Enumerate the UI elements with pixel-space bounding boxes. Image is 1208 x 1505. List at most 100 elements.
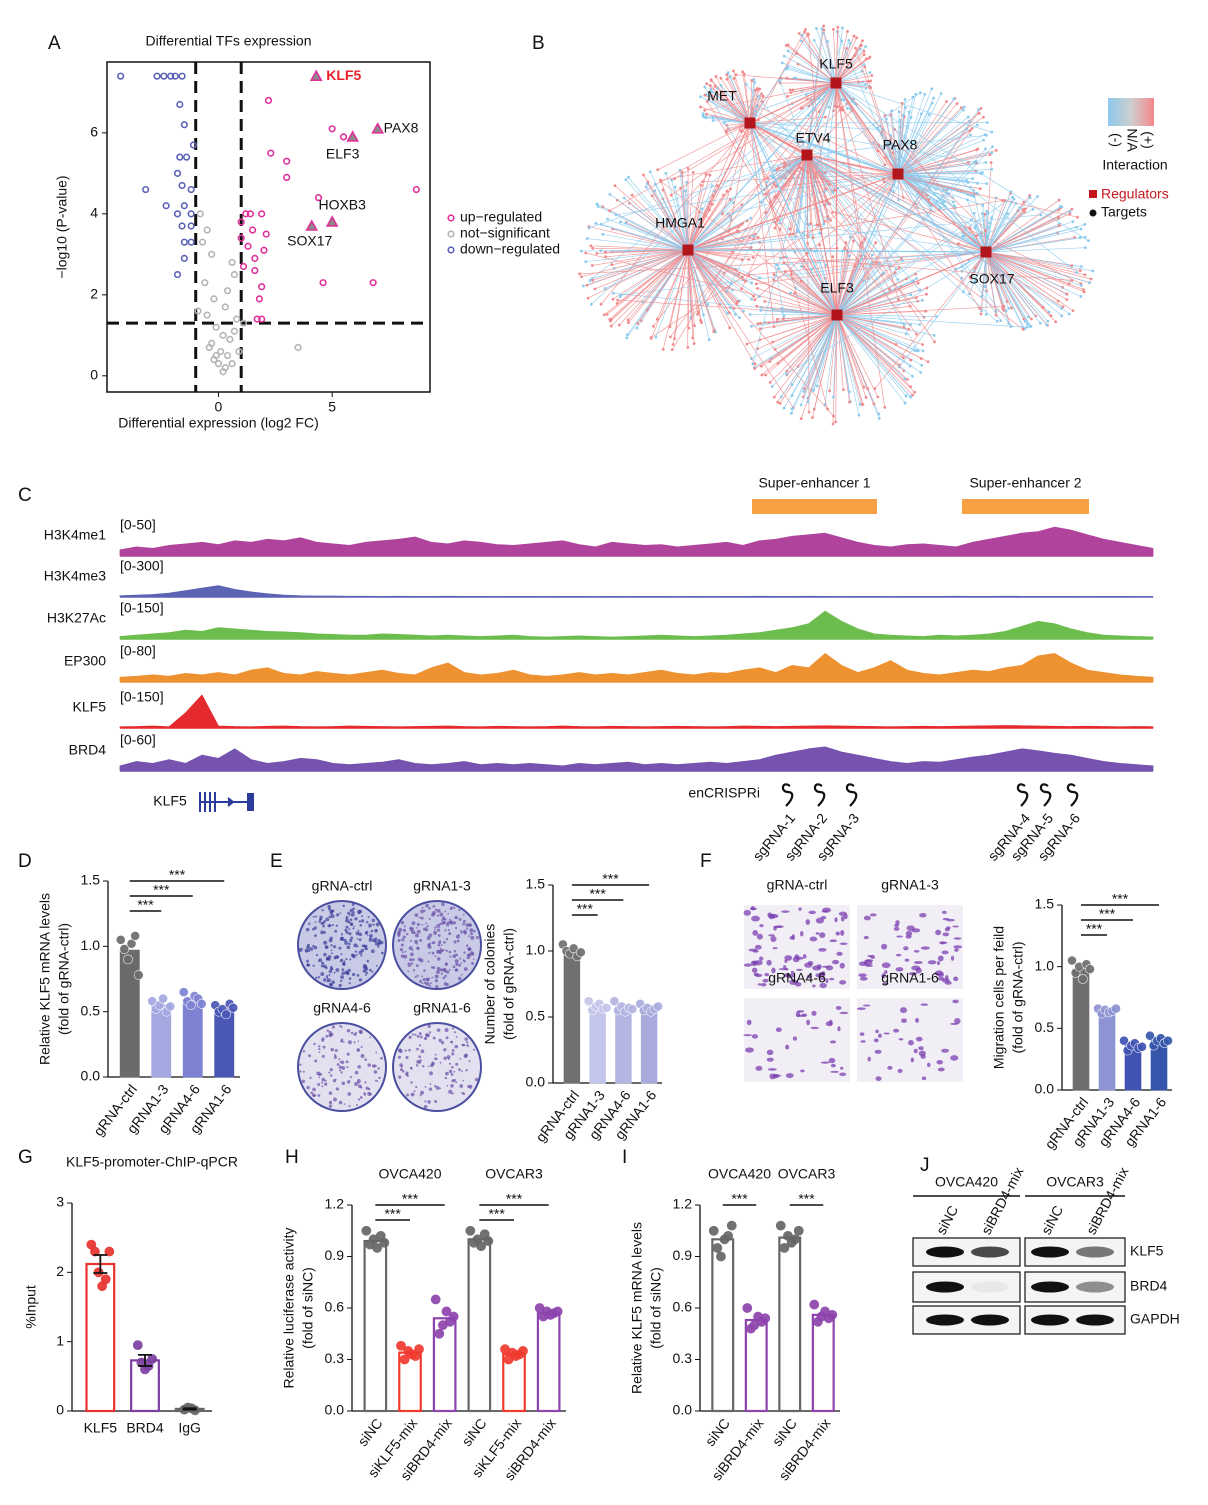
colony <box>405 1093 409 1097</box>
target-node <box>1070 279 1074 282</box>
data-point <box>115 934 126 945</box>
colony <box>329 1068 333 1072</box>
target-node <box>627 175 630 179</box>
panel-letter: J <box>920 1155 930 1176</box>
target-node <box>802 390 806 393</box>
target-node <box>853 54 857 57</box>
colony <box>339 912 342 914</box>
highlight-point <box>325 215 339 227</box>
colony <box>414 913 419 918</box>
interaction-edge <box>674 82 837 180</box>
colony <box>327 978 331 982</box>
y-tick-label: 0.0 <box>81 1068 101 1084</box>
data-point <box>775 1220 786 1231</box>
colony <box>407 962 411 966</box>
colony <box>465 1069 468 1072</box>
guide-rna <box>1039 783 1052 807</box>
data-point <box>123 954 133 965</box>
colony <box>349 938 353 943</box>
target-node <box>770 174 773 178</box>
migrated-cell <box>937 972 945 977</box>
colony <box>357 1049 360 1052</box>
target-node <box>641 173 645 177</box>
interaction-edge <box>624 197 689 251</box>
target-node <box>773 348 777 351</box>
colony <box>330 965 333 969</box>
target-node <box>616 298 620 302</box>
colony <box>363 1093 367 1096</box>
colony <box>428 933 433 938</box>
target-node <box>862 49 866 53</box>
colony <box>328 1033 333 1038</box>
migrated-cell <box>936 961 941 966</box>
migrated-cell <box>953 976 959 982</box>
interaction-edge <box>804 31 837 84</box>
migrated-cell <box>784 955 793 961</box>
point <box>194 307 202 315</box>
migrated-cell <box>893 1028 900 1033</box>
target-node <box>594 221 598 225</box>
colony <box>435 1058 438 1061</box>
target-node <box>606 217 610 221</box>
interaction-edge <box>836 109 979 316</box>
interaction-edge <box>897 98 934 175</box>
data-point <box>726 1220 737 1231</box>
target-node <box>999 319 1003 322</box>
legend-regulator-marker <box>1089 190 1097 198</box>
colony <box>351 903 355 906</box>
interaction-edge <box>586 249 689 286</box>
protein-band <box>1076 1246 1114 1258</box>
colony <box>439 922 442 926</box>
point <box>176 153 184 161</box>
bar <box>563 950 581 1084</box>
target-node <box>984 161 988 164</box>
migrated-cell <box>896 935 904 938</box>
target-node <box>1023 320 1027 323</box>
interaction-edge <box>890 135 899 175</box>
migrated-cell <box>790 970 795 975</box>
target-node <box>587 226 591 230</box>
interaction-edge <box>756 105 899 175</box>
colony <box>359 1096 363 1099</box>
colony <box>376 1080 379 1083</box>
target-node <box>1059 205 1062 208</box>
colony <box>330 949 333 952</box>
colony <box>375 942 379 946</box>
target-node <box>955 102 959 105</box>
target-node <box>995 319 999 323</box>
interaction-edge <box>835 314 838 422</box>
colony <box>332 924 335 926</box>
colony <box>302 1070 305 1073</box>
point <box>244 242 252 250</box>
colony <box>367 934 369 937</box>
target-node <box>793 291 796 295</box>
legend-gradient <box>1108 98 1154 126</box>
target-node <box>897 266 901 270</box>
colony <box>366 921 369 924</box>
interaction-edge <box>687 103 848 251</box>
bar <box>182 999 203 1078</box>
migrated-cell <box>884 970 888 974</box>
interaction-edge <box>761 154 808 203</box>
target-node <box>988 221 991 225</box>
interaction-edge <box>836 314 850 392</box>
legend-regulators: Regulators <box>1101 186 1169 202</box>
point <box>251 266 259 275</box>
target-node <box>702 313 705 317</box>
migrated-cell <box>908 972 918 976</box>
interaction-edge <box>836 264 880 316</box>
y-tick-label: 1.0 <box>1035 957 1055 973</box>
migrated-cell <box>829 939 838 943</box>
colony <box>325 917 330 922</box>
interaction-edge <box>749 122 785 317</box>
legend-label: down−regulated <box>460 241 560 257</box>
target-node <box>883 163 887 167</box>
target-node <box>1067 312 1071 316</box>
data-point <box>708 1225 719 1236</box>
point <box>203 226 211 234</box>
interaction-edge <box>733 70 751 124</box>
colony <box>428 907 431 910</box>
track-name: BRD4 <box>69 742 107 758</box>
hub-edge <box>806 154 899 175</box>
x-tick-label: siNC <box>769 1415 800 1449</box>
